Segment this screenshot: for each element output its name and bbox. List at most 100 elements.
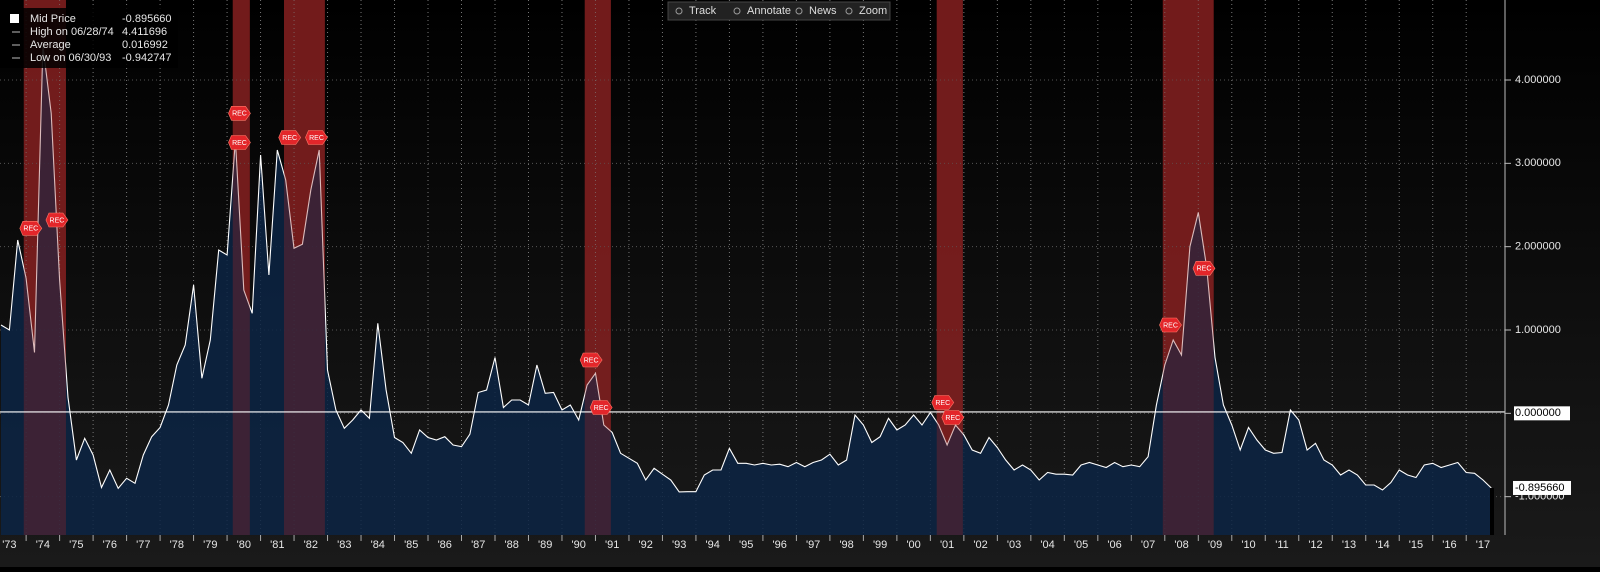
x-tick-label: '98 xyxy=(839,539,853,551)
x-tick-label: '14 xyxy=(1375,539,1389,551)
rec-tag-shape xyxy=(1159,317,1182,333)
recession-tint xyxy=(232,0,250,535)
toolbar-button[interactable]: Zoom xyxy=(859,5,887,17)
rec-tag-label: REC xyxy=(50,217,65,224)
last-value-box xyxy=(1513,480,1571,495)
last-value-marker xyxy=(1490,487,1494,535)
x-tick-label: '09 xyxy=(1208,539,1222,551)
rec-tag-shape xyxy=(228,135,251,150)
last-value-label: -0.895660 xyxy=(1515,482,1565,494)
legend-value: -0.895660 xyxy=(122,13,172,25)
legend-label: Average xyxy=(30,39,71,51)
rec-tag-label: REC xyxy=(935,400,950,407)
rec-tag-label: REC xyxy=(282,135,297,142)
x-tick-label: '87 xyxy=(471,539,485,551)
x-tick-label: '73 xyxy=(2,539,16,551)
rec-tag-shape xyxy=(228,106,251,121)
x-tick-label: '10 xyxy=(1241,539,1255,551)
x-tick-label: '08 xyxy=(1174,539,1188,551)
y-tick-label: 2.000000 xyxy=(1515,241,1561,253)
toolbar-icon xyxy=(845,7,853,15)
rec-tag-shape xyxy=(1192,261,1216,276)
rec-tag-shape xyxy=(45,212,69,228)
toolbar-button[interactable]: Track xyxy=(689,5,717,17)
rec-tag: REC xyxy=(589,400,613,415)
rec-tag: REC xyxy=(228,135,251,150)
rec-tag-label: REC xyxy=(945,415,960,422)
x-tick-label: '11 xyxy=(1275,539,1289,551)
x-tick-label: '78 xyxy=(170,539,184,551)
toolbar-icon xyxy=(733,7,741,15)
x-tick-label: '85 xyxy=(404,539,418,551)
legend-value: 4.411696 xyxy=(122,26,167,38)
rec-tag: REC xyxy=(579,352,603,368)
rec-tag-shape xyxy=(19,221,43,236)
x-tick-label: '74 xyxy=(36,539,50,551)
area xyxy=(1,45,1492,535)
rec-tag-shape xyxy=(305,130,328,145)
rec-tag-shape xyxy=(941,410,965,425)
x-tick-label: '07 xyxy=(1141,539,1155,551)
x-tick-label: '75 xyxy=(69,539,83,551)
x-tick-label: '81 xyxy=(270,539,284,551)
rec-tag-label: REC xyxy=(594,405,609,412)
rec-tag: REC xyxy=(228,106,251,121)
recession-tint xyxy=(283,0,325,535)
toolbar: Track Annotate News Zoom xyxy=(667,1,891,21)
x-tick-label: '82 xyxy=(304,539,318,551)
x-tick-label: '16 xyxy=(1442,539,1456,551)
x-tick-label: '95 xyxy=(739,539,753,551)
rec-tag: REC xyxy=(305,130,328,145)
x-tick-label: '79 xyxy=(203,539,217,551)
recession-tint xyxy=(23,0,66,535)
rec-tag: REC xyxy=(278,130,302,145)
x-tick-label: '12 xyxy=(1308,539,1322,551)
x-tick-label: '02 xyxy=(973,539,987,551)
legend: Mid Price -0.895660 High on 06/28/74 4.4116… xyxy=(0,8,178,68)
x-tick-label: '83 xyxy=(337,539,351,551)
x-tick-label: '06 xyxy=(1107,539,1121,551)
toolbar-bg xyxy=(667,1,891,21)
x-tick-label: '17 xyxy=(1476,539,1490,551)
x-tick-label: '00 xyxy=(906,539,920,551)
rec-tag-label: REC xyxy=(1163,322,1178,329)
x-tick-label: '97 xyxy=(806,539,820,551)
recession-tint xyxy=(936,0,963,535)
x-tick-label: '96 xyxy=(772,539,786,551)
x-tick-label: '05 xyxy=(1074,539,1088,551)
x-tick-label: '84 xyxy=(371,539,385,551)
y-tick-highlight xyxy=(1514,406,1570,421)
plot: '73 '74 '75 '76 '77 '78 '79 '80 '81 '82 '83 '84 '85 '… xyxy=(0,0,1571,551)
x-tick-label: '76 xyxy=(103,539,117,551)
rec-tag: REC xyxy=(1192,261,1216,276)
rec-tag-label: REC xyxy=(309,135,324,142)
x-tick-label: '01 xyxy=(940,539,954,551)
y-tick-label: 4.000000 xyxy=(1515,74,1561,86)
x-tick-label: '93 xyxy=(672,539,686,551)
x-tick-label: '86 xyxy=(438,539,452,551)
y-tick-label: 1.000000 xyxy=(1515,324,1561,336)
x-tick-label: '94 xyxy=(706,539,720,551)
legend-swatch xyxy=(10,14,19,23)
toolbar-button[interactable]: Annotate xyxy=(747,5,791,17)
legend-value: -0.942747 xyxy=(122,52,172,64)
recession-tint xyxy=(584,0,611,535)
x-tick-label: '80 xyxy=(237,539,251,551)
rec-tag: REC xyxy=(45,212,69,228)
legend-label: High on 06/28/74 xyxy=(30,26,114,38)
rec-tag-shape xyxy=(589,400,613,415)
rec-tag: REC xyxy=(1159,317,1182,333)
x-tick-label: '04 xyxy=(1040,539,1054,551)
toolbar-button[interactable]: News xyxy=(809,5,837,17)
y-tick-label: 3.000000 xyxy=(1515,157,1561,169)
rec-tag-label: REC xyxy=(1197,266,1212,273)
rec-tag-shape xyxy=(931,395,955,410)
line xyxy=(0,45,1492,493)
x-tick-label: '99 xyxy=(873,539,887,551)
legend-box xyxy=(0,8,178,68)
rec-tag: REC xyxy=(941,410,965,425)
toolbar-icon xyxy=(675,7,683,15)
x-tick-label: '89 xyxy=(538,539,552,551)
